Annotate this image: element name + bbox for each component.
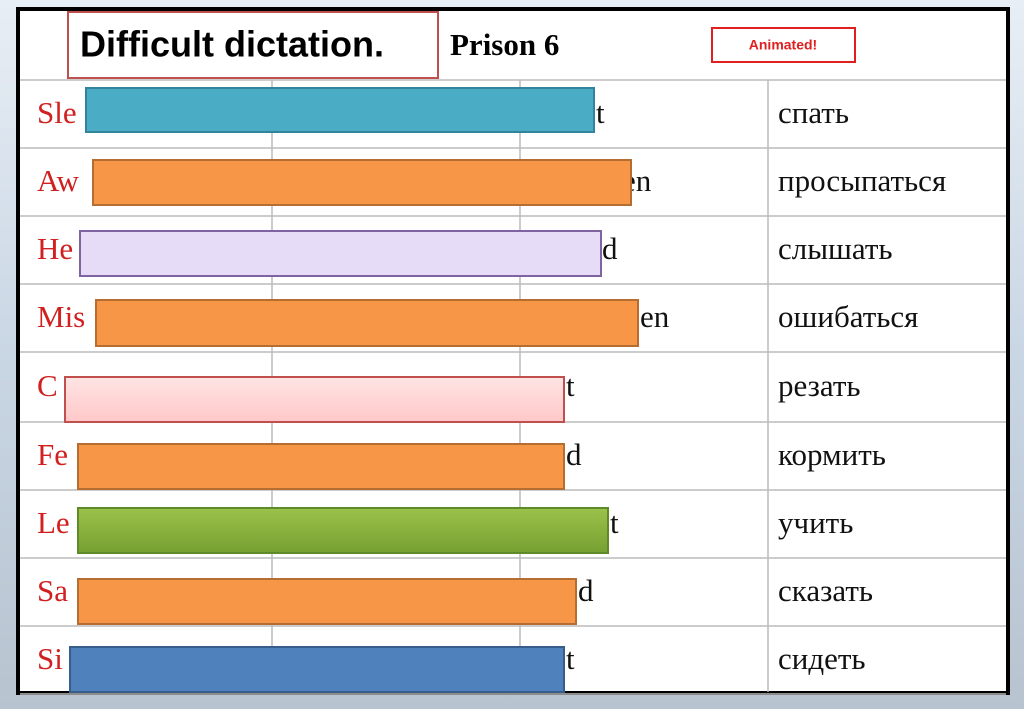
cover-shape (95, 299, 639, 347)
translation: спать (778, 95, 849, 130)
subtitle: Prison 6 (450, 27, 559, 62)
verb-fragment: Si (37, 641, 63, 676)
verb-fragment: He (37, 231, 73, 266)
translation: сидеть (778, 641, 866, 676)
form-fragment: d (602, 231, 618, 266)
form-fragment: d (566, 437, 582, 472)
form-fragment: t (596, 95, 605, 130)
badge-box (711, 27, 856, 63)
translation: сказать (778, 573, 873, 608)
translation: ошибаться (778, 299, 918, 334)
verb-fragment: Sa (37, 573, 68, 608)
verb-fragment: Mis (37, 299, 85, 334)
cover-shape (77, 578, 577, 625)
form-fragment: en (640, 299, 670, 334)
cover-shape (69, 646, 565, 693)
cover-shape (79, 230, 602, 277)
badge: Animated! (749, 37, 817, 53)
cover-shape (77, 507, 609, 554)
title: Difficult dictation. (80, 24, 384, 65)
translation: слышать (778, 231, 893, 266)
cover-shape (92, 159, 632, 206)
form-fragment: t (610, 505, 619, 540)
translation: резать (778, 368, 861, 403)
translation: просыпаться (778, 163, 946, 198)
form-fragment: d (578, 573, 594, 608)
form-fragment: t (566, 641, 575, 676)
verb-fragment: Aw (37, 163, 80, 198)
cover-shape (85, 87, 595, 133)
title-box (67, 11, 439, 79)
verb-fragment: Sle (37, 95, 77, 130)
verb-fragment: Fe (37, 437, 68, 472)
translation: учить (778, 505, 853, 540)
verb-fragment: C (37, 368, 58, 403)
translation: кормить (778, 437, 886, 472)
cover-shapes (64, 87, 639, 693)
form-fragment: t (566, 368, 575, 403)
cover-shape (77, 443, 565, 490)
cover-shape (64, 376, 565, 423)
verb-fragment: Le (37, 505, 70, 540)
